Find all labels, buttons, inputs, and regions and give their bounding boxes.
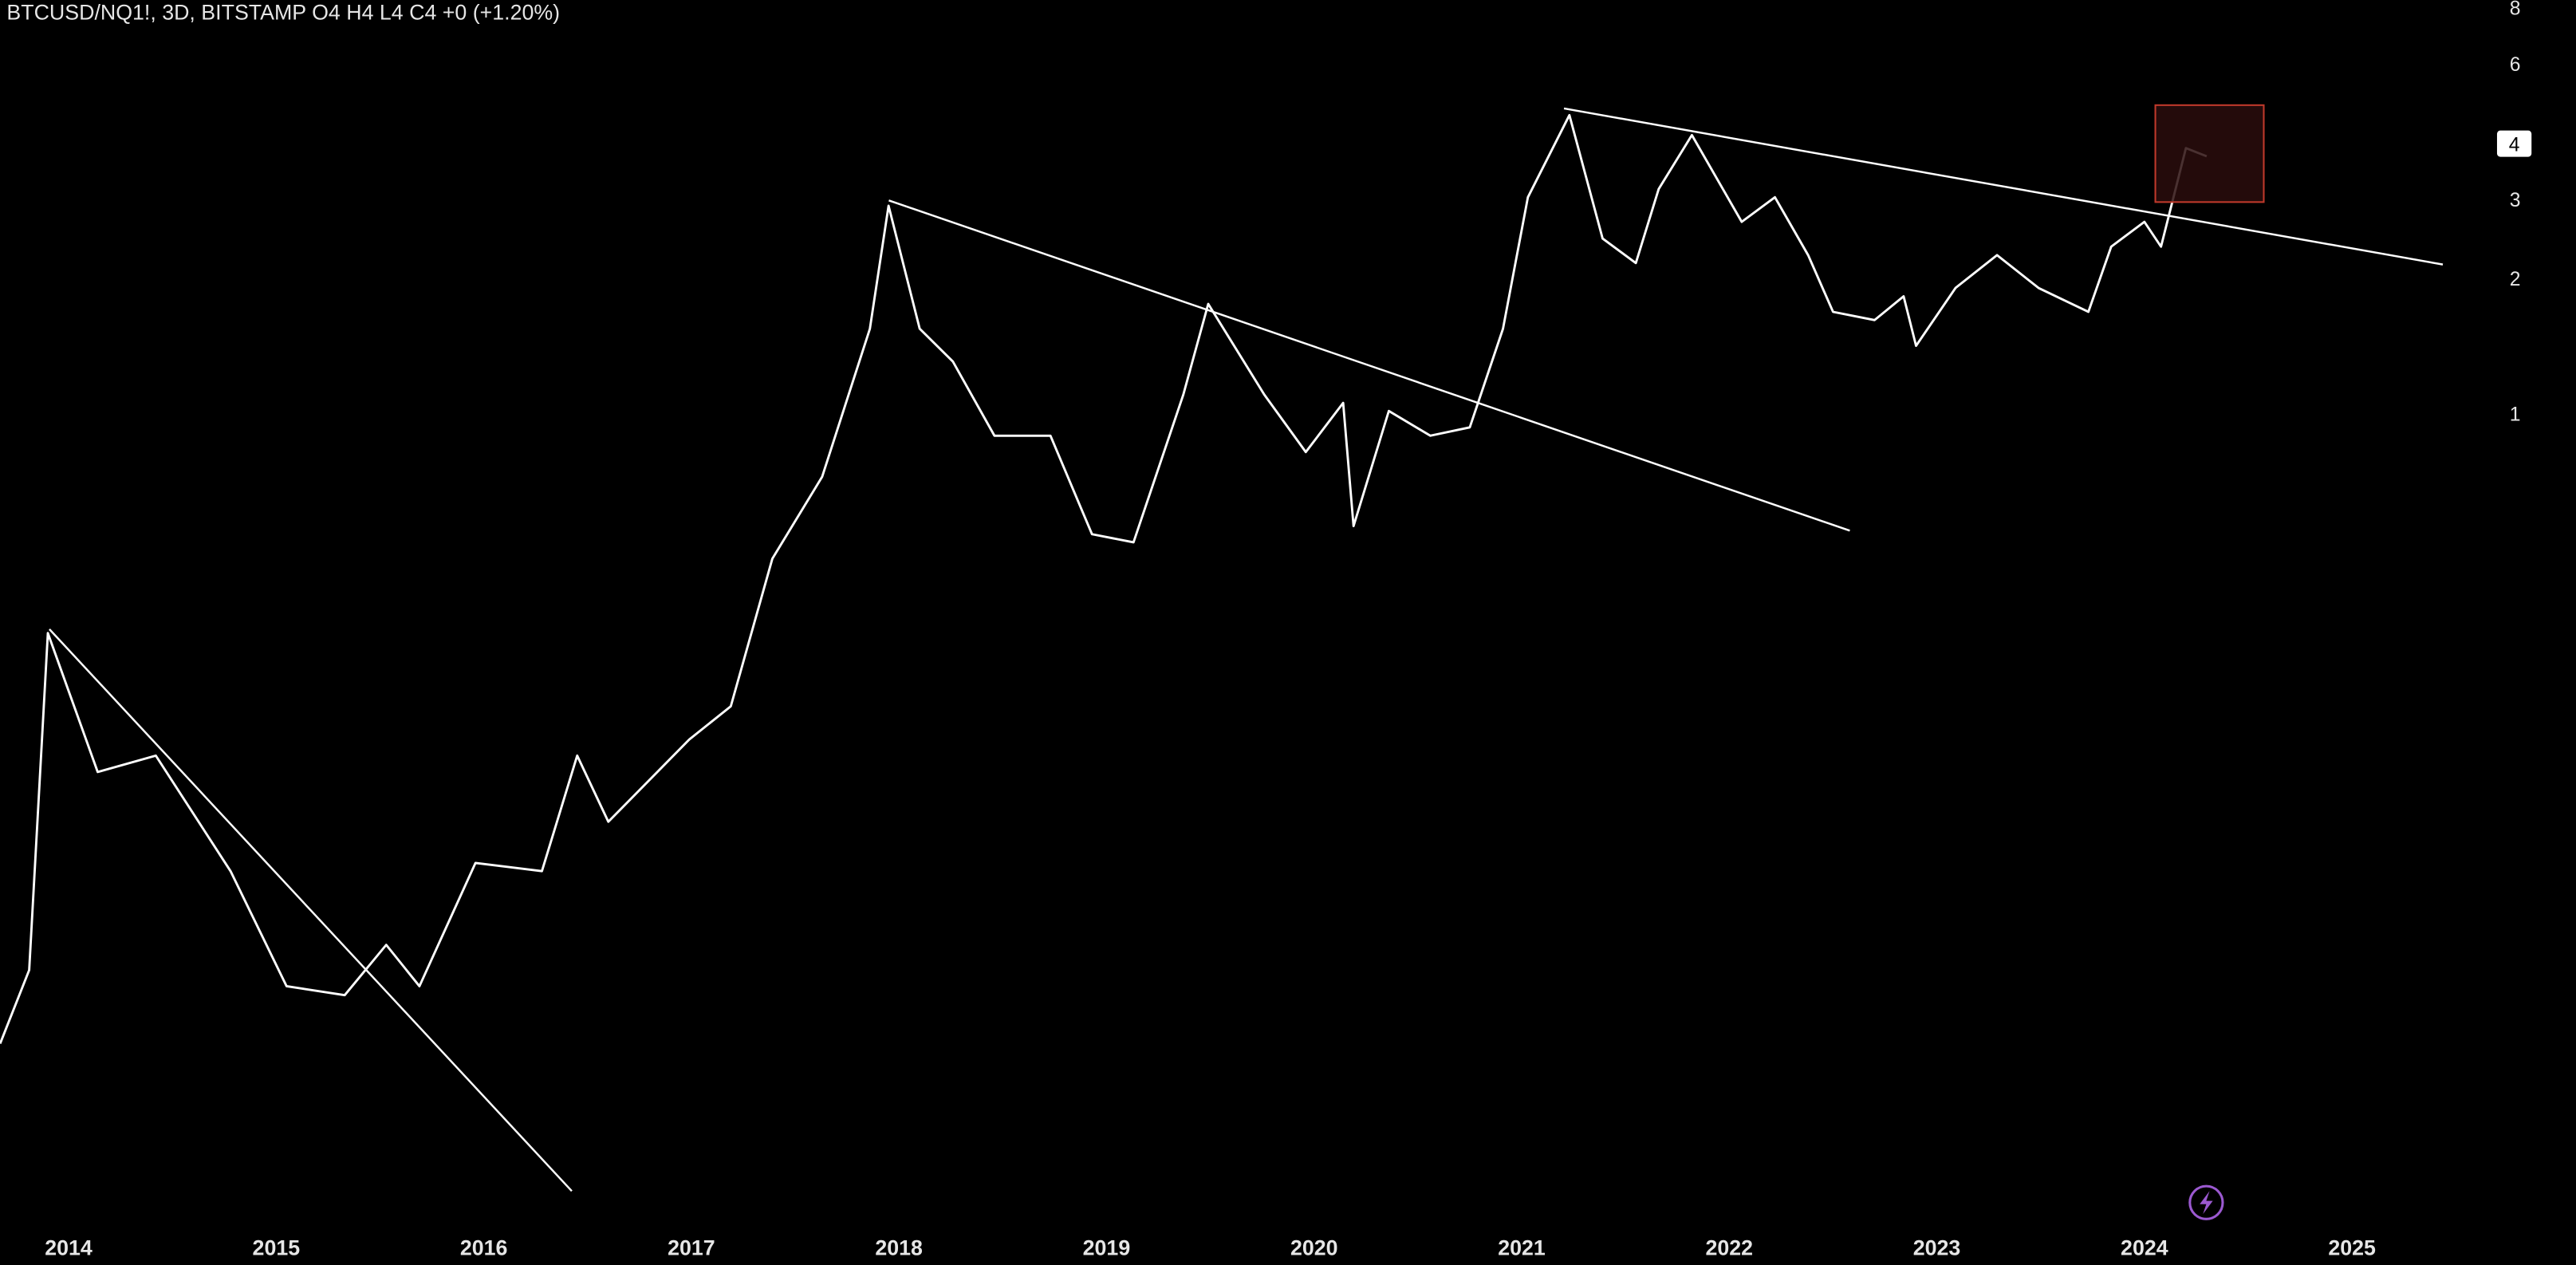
x-tick-label: 2014 xyxy=(45,1236,93,1260)
x-tick-label: 2021 xyxy=(1498,1236,1546,1260)
x-tick-label: 2017 xyxy=(668,1236,715,1260)
x-tick-label: 2025 xyxy=(2328,1236,2376,1260)
x-tick-label: 2022 xyxy=(1706,1236,1754,1260)
y-tick-label: 3 xyxy=(2510,190,2521,211)
trend-line xyxy=(49,629,573,1192)
last-price-box xyxy=(2496,130,2532,157)
lightning-button[interactable] xyxy=(2188,1184,2224,1220)
last-price-label: 4 xyxy=(2509,134,2520,156)
chart-title: BTCUSD/NQ1!, 3D, BITSTAMP O4 H4 L4 C4 +0… xyxy=(6,1,560,25)
highlight-box xyxy=(2154,104,2265,203)
x-tick-label: 2019 xyxy=(1083,1236,1131,1260)
x-tick-label: 2018 xyxy=(875,1236,923,1260)
y-tick-label: 8 xyxy=(2510,0,2521,20)
y-tick-label: 1 xyxy=(2510,404,2521,426)
x-tick-label: 2020 xyxy=(1290,1236,1338,1260)
x-tick-label: 2015 xyxy=(253,1236,301,1260)
plot-area xyxy=(0,113,2208,1044)
lightning-icon xyxy=(2200,1191,2213,1215)
y-tick-label: 6 xyxy=(2510,54,2521,76)
trend-line xyxy=(1563,107,2444,266)
price-line xyxy=(0,113,2208,1044)
trend-line xyxy=(888,199,1850,532)
x-tick-label: 2024 xyxy=(2121,1236,2168,1260)
y-tick-label: 2 xyxy=(2510,269,2521,290)
x-tick-label: 2023 xyxy=(1913,1236,1961,1260)
x-tick-label: 2016 xyxy=(460,1236,508,1260)
